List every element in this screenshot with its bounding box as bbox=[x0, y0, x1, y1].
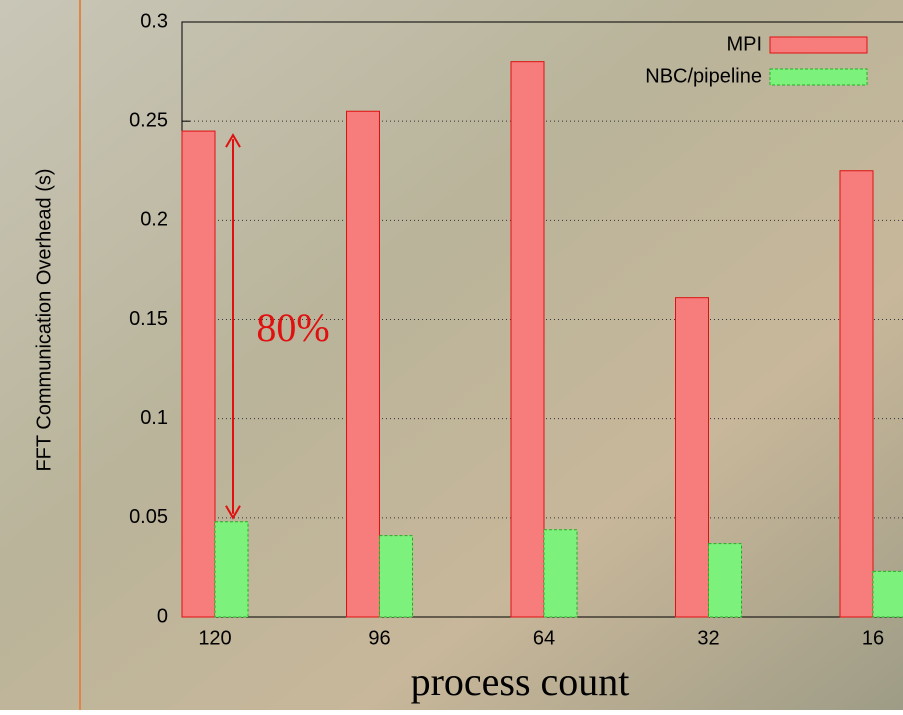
legend-swatch bbox=[770, 69, 867, 85]
bar bbox=[215, 522, 248, 617]
bar bbox=[182, 131, 215, 617]
annotation: 80% bbox=[256, 305, 329, 350]
x-tick-label: 32 bbox=[697, 627, 719, 649]
legend-label: MPI bbox=[726, 33, 762, 55]
bar bbox=[840, 171, 873, 617]
bar bbox=[380, 536, 413, 617]
bar bbox=[709, 544, 742, 617]
bar bbox=[873, 571, 903, 617]
y-tick-label: 0.15 bbox=[129, 308, 168, 330]
bar bbox=[511, 62, 544, 617]
x-axis-label: process count bbox=[411, 659, 630, 704]
y-tick-label: 0.05 bbox=[129, 506, 168, 528]
bar bbox=[676, 298, 709, 617]
x-tick-label: 120 bbox=[198, 627, 231, 649]
legend-swatch bbox=[770, 37, 867, 53]
x-tick-label: 64 bbox=[533, 627, 555, 649]
bar bbox=[347, 111, 380, 617]
x-tick-label: 96 bbox=[368, 627, 390, 649]
background bbox=[0, 0, 903, 710]
y-tick-label: 0.25 bbox=[129, 109, 168, 131]
y-axis-label: FFT Communication Overhead (s) bbox=[33, 168, 55, 471]
chart: FFT Communication Overhead (s) process c… bbox=[0, 0, 903, 710]
y-tick-label: 0 bbox=[157, 605, 168, 627]
y-tick-label: 0.2 bbox=[140, 209, 168, 231]
bar bbox=[544, 530, 577, 617]
x-tick-label: 16 bbox=[862, 627, 884, 649]
legend-label: NBC/pipeline bbox=[645, 65, 762, 87]
y-tick-label: 0.1 bbox=[140, 407, 168, 429]
y-tick-label: 0.3 bbox=[140, 10, 168, 32]
